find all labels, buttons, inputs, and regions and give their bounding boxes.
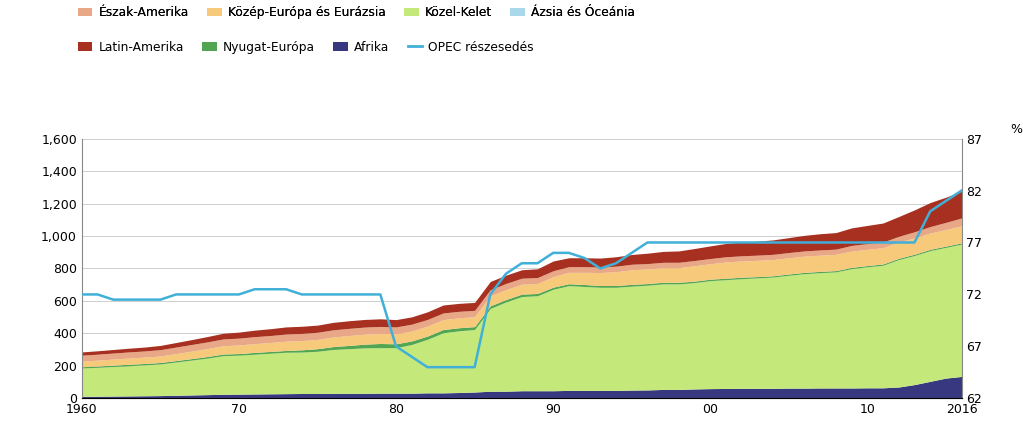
Legend: Észak-Amerika, Közép-Európa és Eurázsia, Közel-Kelet, Ázsia és Óceánia: Észak-Amerika, Közép-Európa és Eurázsia,… xyxy=(78,6,635,19)
Text: %: % xyxy=(1010,123,1022,136)
Legend: Latin-Amerika, Nyugat-Európa, Afrika, OPEC részesedés: Latin-Amerika, Nyugat-Európa, Afrika, OP… xyxy=(78,41,534,54)
